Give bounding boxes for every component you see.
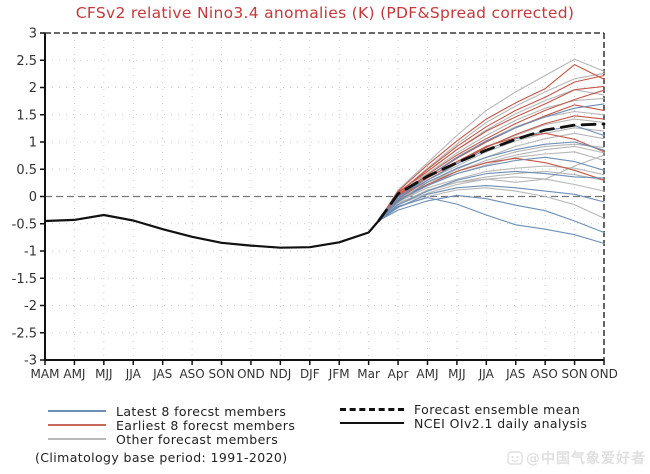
member-line-earliest (378, 115, 605, 222)
legend-label: Forecast ensemble mean (414, 401, 581, 417)
member-line-latest (378, 194, 605, 234)
watermark: @中国气象爱好者 (507, 448, 646, 468)
y-tick-label: 2 (29, 81, 37, 96)
member-line-earliest (378, 85, 605, 222)
y-tick-label: -2 (24, 299, 37, 314)
y-tick-label: -1 (24, 245, 37, 260)
legend-label: NCEI OIv2.1 daily analysis (414, 415, 588, 431)
analysis-line (43, 213, 380, 249)
legend-label: Earliest 8 forecst members (116, 417, 296, 433)
x-tick-label: AMJ (416, 367, 438, 381)
x-tick-label: JFM (328, 367, 350, 381)
ensemble-mean-line-swatch (340, 407, 404, 411)
latest-members-line-swatch (48, 410, 106, 412)
legend-summary-lines: Forecast ensemble mean NCEI OIv2.1 daily… (340, 401, 588, 431)
x-tick-label: OND (590, 367, 618, 381)
x-tick-label: JAS (505, 367, 525, 381)
analysis-line-swatch (340, 422, 404, 424)
y-tick-label: 0 (29, 190, 37, 205)
watermark-text: @中国气象爱好者 (526, 451, 646, 467)
member-line-other (378, 170, 605, 222)
x-tick-label: SON (562, 367, 588, 381)
x-tick-label: AMJ (63, 367, 85, 381)
member-line-other (378, 151, 605, 222)
mean-line (377, 122, 606, 222)
member-line-other (378, 58, 605, 222)
y-tick-label: 0.5 (16, 163, 37, 178)
y-tick-label: -3 (24, 354, 37, 369)
legend-item-latest-members: Latest 8 forecst members (48, 403, 295, 419)
climatology-note: (Climatology base period: 1991-2020) (35, 450, 288, 465)
member-line-latest (378, 197, 605, 244)
member-line-latest (378, 156, 605, 222)
member-line-other (378, 143, 605, 222)
x-tick-label: JAS (152, 367, 172, 381)
x-tick-label: Mar (357, 367, 380, 381)
other-members-line-swatch (48, 438, 106, 440)
legend-item-earliest-members: Earliest 8 forecst members (48, 417, 296, 433)
y-tick-label: -0.5 (12, 217, 37, 232)
y-tick-label: 2.5 (16, 54, 37, 69)
earliest-members-line-swatch (48, 424, 106, 426)
x-tick-label: MJJ (448, 367, 465, 381)
y-tick-label: 3 (29, 27, 37, 42)
member-line-latest (378, 170, 605, 222)
x-tick-label: MJJ (95, 367, 112, 381)
x-tick-label: MAM (31, 367, 60, 381)
y-tick-label: -1.5 (12, 272, 37, 287)
y-tick-label: -2.5 (12, 326, 37, 341)
legend-label: Latest 8 forecst members (116, 403, 287, 419)
legend-item-analysis: NCEI OIv2.1 daily analysis (340, 415, 588, 431)
x-tick-label: SON (209, 367, 235, 381)
y-tick-label: 1 (29, 136, 37, 151)
y-tick-label: 1.5 (16, 108, 37, 123)
page-title: CFSv2 relative Nino3.4 anomalies (K) (PD… (75, 4, 575, 22)
legend-item-ensemble-mean: Forecast ensemble mean (340, 401, 587, 417)
x-tick-label: DJF (300, 367, 320, 381)
legend-item-other-members: Other forecast members (48, 431, 295, 447)
x-tick-label: JJA (125, 367, 142, 381)
member-line-earliest (378, 132, 605, 222)
weibo-logo-icon (507, 451, 523, 465)
x-tick-label: OND (237, 367, 265, 381)
legend-members: Latest 8 forecst members Earliest 8 fore… (48, 403, 296, 447)
legend-label: Other forecast members (116, 431, 279, 447)
x-tick-label: JJA (478, 367, 495, 381)
x-tick-label: Apr (388, 367, 409, 381)
member-line-earliest (378, 64, 605, 222)
x-tick-label: ASO (533, 367, 558, 381)
member-line-other (378, 110, 605, 222)
x-tick-label: ASO (179, 367, 204, 381)
x-tick-label: NDJ (269, 367, 291, 381)
